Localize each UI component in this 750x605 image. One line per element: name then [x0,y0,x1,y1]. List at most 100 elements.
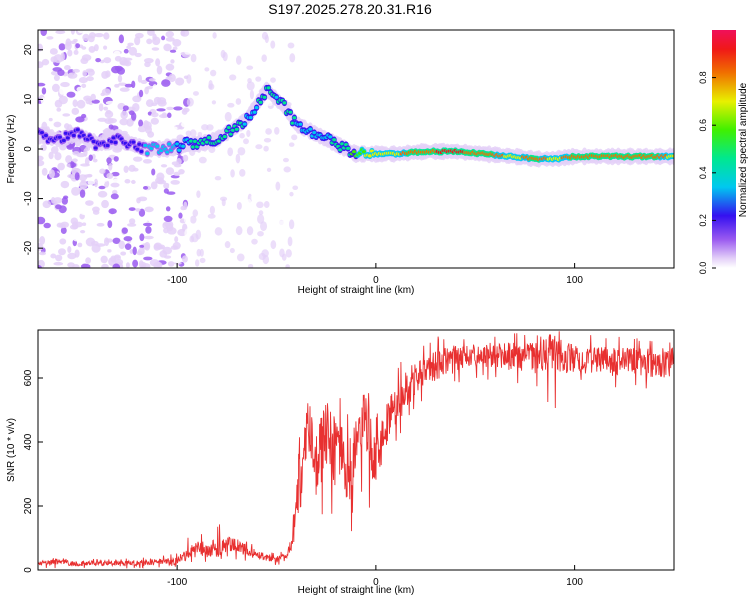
spectrogram-noise [103,32,110,40]
snr-ytick-label: 400 [23,433,34,450]
spectrogram-noise [111,171,120,177]
spectrogram-noise [246,129,251,138]
spectrogram-ridge-core [222,135,227,139]
spectrogram-ridge-core [39,131,44,135]
spectrogram-noise [128,207,136,211]
spectrogram-noise [139,233,145,242]
spectrogram-noise [38,265,42,268]
spectrogram-noise [210,69,217,77]
spectrogram-noise [138,119,144,128]
spectrogram-noise [67,72,74,78]
spectrogram-noise [134,52,142,58]
spectrogram-ridge-core [328,135,333,139]
spectrogram-noise [165,36,175,42]
spectrogram-noise [87,69,95,77]
spectrogram-noise [41,167,48,176]
spectrogram-noise [236,202,242,210]
spectrogram-noise [263,137,272,143]
spectrogram-noise [181,121,189,128]
spectrogram-noise [60,221,69,228]
spectrogram-noise [74,172,80,181]
spectrogram-noise [191,40,199,47]
spectrogram-noise [261,54,267,62]
spectrogram-ridge-core [361,150,366,154]
spectrogram-noise [137,74,143,83]
spectrogram-noise [53,54,64,64]
spectrogram-noise [40,97,46,106]
spectrogram-ytick-label: -20 [23,241,34,256]
spectrogram-ridge-core [139,149,144,154]
spectrogram-ridge-core [254,106,259,110]
spectrogram-noise [110,193,119,200]
spectrogram-ridge-core [340,142,345,146]
spectrogram-noise [150,181,158,190]
spectrogram-noise [80,179,87,184]
spectrogram-noise [90,93,96,101]
spectrogram-ridge-core [143,143,148,148]
spectrogram-noise [92,206,100,213]
spectrogram-noise [58,248,66,256]
spectrogram-noise [143,57,154,64]
spectrogram-noise [156,179,167,185]
spectrogram-noise [76,86,84,92]
spectrogram-noise [214,176,222,181]
spectrogram-noise [152,33,157,41]
spectrogram-noise [264,34,269,44]
spectrogram-noise [97,190,108,198]
spectrogram-noise [192,91,199,96]
spectrogram-noise [184,49,192,55]
spectrogram-noise [199,257,206,264]
spectrogram-noise [58,43,66,51]
spectrogram-noise [239,168,246,177]
spectrogram-noise [117,74,123,83]
spectrogram-noise [127,175,136,180]
spectrogram-ridge-core [228,132,233,136]
spectrogram-noise [123,48,129,54]
spectrogram-noise [211,100,217,105]
spectrogram-noise [99,168,106,174]
spectrogram-ridge-core [181,144,186,148]
spectrogram-noise [122,105,129,111]
spectrogram-noise [166,191,176,195]
spectrogram-ridge-core [111,136,116,140]
spectrogram-noise [246,65,254,70]
spectrogram-noise [160,164,168,168]
colorbar-label: Normalized spectral amplitude [738,82,749,217]
spectrogram-noise [224,111,232,122]
spectrogram-noise [142,158,152,164]
colorbar-gradient [712,30,736,268]
spectrogram-noise [51,196,56,204]
spectrogram-ridge-core [193,139,198,143]
spectrogram-noise [147,30,155,36]
snr-ytick-label: 200 [23,497,34,514]
spectrogram-noise [71,186,81,196]
spectrogram-noise [182,154,189,162]
spectrogram-ridge-core [258,100,263,104]
spectrogram-noise [120,251,127,256]
spectrogram-noise [118,34,125,44]
spectrogram-ridge-core [206,135,211,140]
spectrogram-noise [178,168,185,175]
spectrogram-noise [86,173,93,178]
spectrogram-ridge-core [332,138,337,142]
spectrogram-ridge-core [75,128,80,132]
spectrogram-noise [112,237,121,244]
spectrogram-ridge-core [308,127,313,131]
spectrogram-noise [138,208,146,217]
spectrogram-noise [91,218,96,224]
spectrogram-noise [161,112,167,118]
spectrogram-noise [162,246,173,255]
spectrogram-noise [71,107,80,115]
spectrogram-noise [261,249,269,258]
spectrogram-noise [107,118,117,124]
spectrogram-noise [70,160,75,169]
spectrogram-noise [108,124,114,130]
spectrogram-noise [279,248,285,258]
spectrogram-noise [113,156,119,162]
spectrogram-noise [190,215,197,224]
spectrogram-noise [196,248,202,257]
snr-panel: -100 0 100 0 200 400 600 Height of straight li… [6,329,675,596]
spectrogram-noise [85,257,91,264]
colorbar-tick-label: 0.8 [698,71,708,84]
